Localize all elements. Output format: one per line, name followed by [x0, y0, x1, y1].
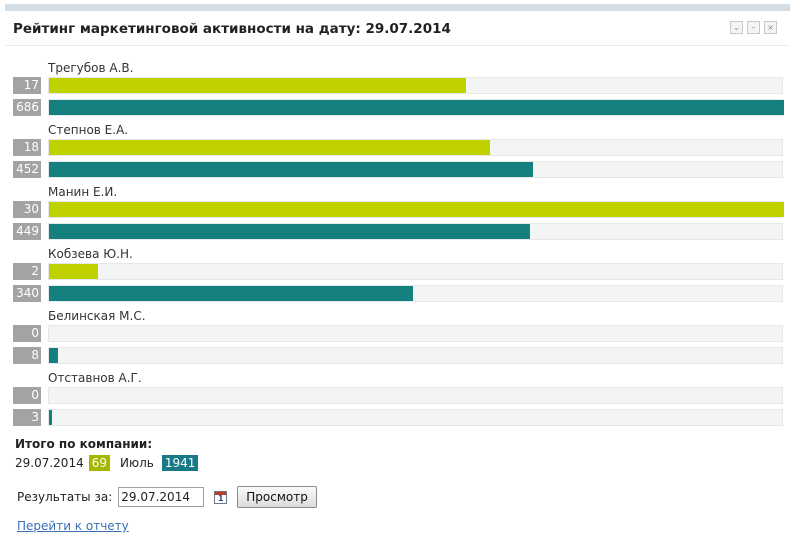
month-activity-bar [49, 162, 533, 177]
month-count-badge: 3 [13, 409, 41, 426]
view-button[interactable]: Просмотр [237, 486, 317, 508]
total-month-label: Июль [120, 456, 154, 470]
current-count-badge: 2 [13, 263, 41, 280]
total-date: 29.07.2014 [15, 456, 84, 470]
current-bar-track [48, 139, 783, 156]
month-activity-bar [49, 348, 58, 363]
header-divider [5, 45, 790, 46]
close-icon[interactable]: × [764, 21, 777, 34]
month-bar-track [48, 223, 783, 240]
month-activity-bar [49, 224, 530, 239]
month-activity-bar [49, 100, 784, 115]
date-input[interactable] [118, 487, 205, 507]
current-bar-track [48, 77, 783, 94]
employee-name: Манин Е.И. [48, 185, 118, 199]
total-month-badge: 1941 [161, 455, 199, 471]
go-to-report-link[interactable]: Перейти к отчету [17, 519, 129, 533]
employee-name: Кобзева Ю.Н. [48, 247, 133, 261]
current-count-badge: 17 [13, 77, 41, 94]
panel-top-bar [5, 4, 790, 11]
month-count-badge: 452 [13, 161, 41, 178]
employee-name: Белинская М.С. [48, 309, 146, 323]
month-count-badge: 8 [13, 347, 41, 364]
company-total-row: 29.07.2014 69 Июль 1941 [15, 455, 199, 471]
employee-name: Трегубов А.В. [48, 61, 134, 75]
month-bar-track [48, 347, 783, 364]
employee-name: Степнов Е.А. [48, 123, 129, 137]
month-bar-track [48, 99, 784, 116]
employee-name: Отставнов А.Г. [48, 371, 142, 385]
month-count-badge: 340 [13, 285, 41, 302]
total-current-badge: 69 [88, 455, 110, 471]
current-activity-bar [49, 140, 490, 155]
current-bar-track [48, 201, 784, 218]
current-bar-track [48, 325, 783, 342]
company-total-label: Итого по компании: [15, 437, 153, 451]
current-activity-bar [49, 264, 98, 279]
month-count-badge: 449 [13, 223, 41, 240]
minimize-icon[interactable]: – [747, 21, 760, 34]
current-count-badge: 18 [13, 139, 41, 156]
calendar-icon[interactable]: 1 [214, 490, 228, 504]
current-bar-track [48, 387, 783, 404]
month-bar-track [48, 161, 783, 178]
current-count-badge: 0 [13, 325, 41, 342]
month-bar-track [48, 285, 783, 302]
month-count-badge: 686 [13, 99, 41, 116]
month-bar-track [48, 409, 783, 426]
month-activity-bar [49, 286, 413, 301]
results-for-label: Результаты за: [17, 490, 113, 504]
results-filter: Результаты за: 1 Просмотр [17, 486, 317, 508]
page-title: Рейтинг маркетинговой активности на дату… [13, 21, 451, 37]
current-bar-track [48, 263, 783, 280]
month-activity-bar [49, 410, 52, 425]
current-activity-bar [49, 78, 466, 93]
current-activity-bar [49, 202, 784, 217]
current-count-badge: 0 [13, 387, 41, 404]
collapse-icon[interactable]: ⌄ [730, 21, 743, 34]
current-count-badge: 30 [13, 201, 41, 218]
